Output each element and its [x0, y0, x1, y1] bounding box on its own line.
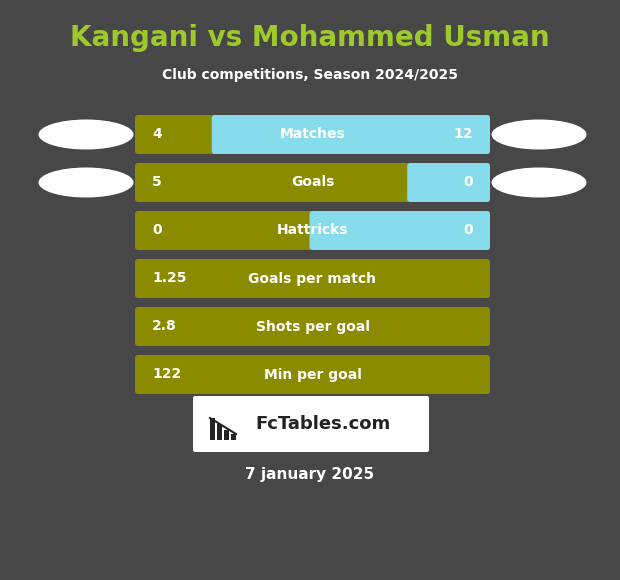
- Text: 12: 12: [453, 128, 473, 142]
- Text: Min per goal: Min per goal: [264, 368, 361, 382]
- Text: Hattricks: Hattricks: [277, 223, 348, 237]
- Ellipse shape: [38, 119, 133, 150]
- Ellipse shape: [492, 119, 587, 150]
- Bar: [231, 434, 236, 440]
- Text: 122: 122: [152, 368, 181, 382]
- FancyBboxPatch shape: [212, 115, 490, 154]
- FancyBboxPatch shape: [135, 259, 490, 298]
- Bar: [210, 418, 215, 440]
- Text: Goals per match: Goals per match: [249, 271, 376, 285]
- Text: 0: 0: [463, 176, 473, 190]
- Text: 0: 0: [463, 223, 473, 237]
- Ellipse shape: [38, 168, 133, 198]
- FancyBboxPatch shape: [135, 163, 490, 202]
- Bar: [224, 430, 229, 440]
- FancyBboxPatch shape: [135, 307, 490, 346]
- FancyBboxPatch shape: [135, 211, 490, 250]
- Text: Goals: Goals: [291, 176, 334, 190]
- Text: 4: 4: [152, 128, 162, 142]
- Bar: [217, 424, 222, 440]
- Text: 2.8: 2.8: [152, 320, 177, 334]
- FancyBboxPatch shape: [309, 211, 490, 250]
- Text: Kangani vs Mohammed Usman: Kangani vs Mohammed Usman: [70, 24, 550, 52]
- FancyBboxPatch shape: [135, 115, 490, 154]
- FancyBboxPatch shape: [193, 396, 429, 452]
- Text: FcTables.com: FcTables.com: [255, 415, 390, 433]
- Text: Shots per goal: Shots per goal: [255, 320, 370, 334]
- Text: 5: 5: [152, 176, 162, 190]
- Text: Club competitions, Season 2024/2025: Club competitions, Season 2024/2025: [162, 68, 458, 82]
- Text: 7 january 2025: 7 january 2025: [246, 467, 374, 483]
- Text: Matches: Matches: [280, 128, 345, 142]
- Text: 0: 0: [152, 223, 162, 237]
- Ellipse shape: [492, 168, 587, 198]
- FancyBboxPatch shape: [407, 163, 490, 202]
- Text: 1.25: 1.25: [152, 271, 187, 285]
- FancyBboxPatch shape: [135, 355, 490, 394]
